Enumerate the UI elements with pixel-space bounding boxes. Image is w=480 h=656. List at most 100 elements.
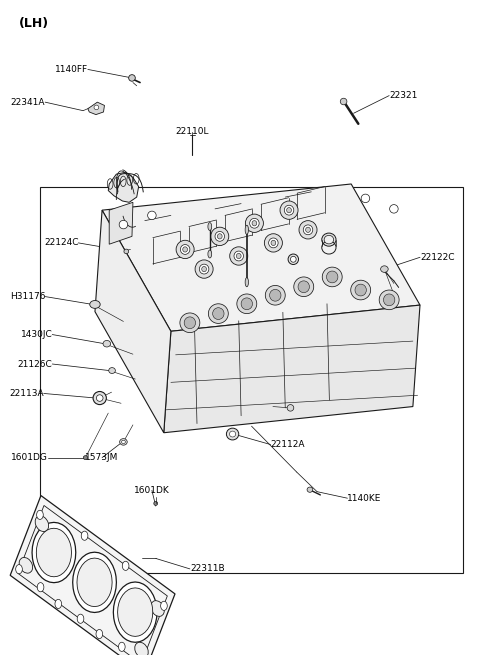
Ellipse shape bbox=[94, 105, 99, 110]
Text: (LH): (LH) bbox=[19, 17, 49, 30]
Ellipse shape bbox=[161, 602, 167, 610]
Polygon shape bbox=[108, 173, 139, 202]
Ellipse shape bbox=[151, 601, 164, 617]
Ellipse shape bbox=[284, 205, 294, 215]
Ellipse shape bbox=[230, 247, 248, 265]
Ellipse shape bbox=[103, 340, 110, 347]
Ellipse shape bbox=[129, 75, 135, 81]
Ellipse shape bbox=[322, 267, 342, 287]
Ellipse shape bbox=[109, 367, 115, 373]
Ellipse shape bbox=[237, 294, 257, 314]
Ellipse shape bbox=[307, 487, 313, 492]
Ellipse shape bbox=[19, 558, 33, 573]
Polygon shape bbox=[95, 210, 171, 433]
Text: 22311B: 22311B bbox=[190, 564, 225, 573]
Ellipse shape bbox=[36, 528, 72, 577]
Ellipse shape bbox=[287, 207, 291, 213]
Ellipse shape bbox=[287, 405, 294, 411]
Text: 22129: 22129 bbox=[276, 226, 304, 236]
Ellipse shape bbox=[208, 250, 212, 258]
Text: 21126C: 21126C bbox=[17, 359, 52, 369]
Text: 1573JM: 1573JM bbox=[85, 453, 119, 462]
Polygon shape bbox=[164, 305, 420, 433]
Ellipse shape bbox=[211, 227, 229, 245]
Ellipse shape bbox=[269, 238, 278, 248]
Ellipse shape bbox=[324, 236, 334, 244]
Text: 22112A: 22112A bbox=[271, 440, 305, 449]
Ellipse shape bbox=[236, 253, 241, 258]
Text: 1140KE: 1140KE bbox=[348, 494, 382, 502]
Ellipse shape bbox=[384, 294, 395, 306]
Ellipse shape bbox=[270, 289, 281, 301]
Ellipse shape bbox=[35, 516, 48, 531]
Ellipse shape bbox=[120, 439, 127, 445]
Ellipse shape bbox=[122, 562, 129, 571]
Text: 1601DK: 1601DK bbox=[134, 486, 170, 495]
Ellipse shape bbox=[96, 395, 103, 401]
Ellipse shape bbox=[81, 531, 88, 541]
Ellipse shape bbox=[245, 214, 264, 232]
Ellipse shape bbox=[154, 501, 157, 505]
Text: 22125C: 22125C bbox=[309, 403, 343, 413]
Ellipse shape bbox=[118, 588, 153, 636]
Text: H31176: H31176 bbox=[10, 292, 45, 301]
Ellipse shape bbox=[294, 277, 314, 297]
Ellipse shape bbox=[113, 582, 157, 642]
Text: 22321: 22321 bbox=[389, 91, 418, 100]
Text: 1430JC: 1430JC bbox=[21, 330, 52, 339]
Ellipse shape bbox=[55, 600, 61, 609]
Text: 22122C: 22122C bbox=[420, 253, 455, 262]
Ellipse shape bbox=[148, 211, 156, 220]
Ellipse shape bbox=[229, 431, 236, 437]
Ellipse shape bbox=[298, 281, 310, 293]
Ellipse shape bbox=[303, 225, 313, 235]
Ellipse shape bbox=[176, 240, 194, 258]
Ellipse shape bbox=[77, 558, 112, 607]
Ellipse shape bbox=[322, 233, 336, 246]
Ellipse shape bbox=[271, 240, 276, 245]
Ellipse shape bbox=[326, 271, 338, 283]
Ellipse shape bbox=[208, 304, 228, 323]
Ellipse shape bbox=[208, 222, 212, 230]
Polygon shape bbox=[109, 202, 133, 244]
Ellipse shape bbox=[37, 583, 44, 592]
Text: 1601DG: 1601DG bbox=[11, 453, 48, 462]
Ellipse shape bbox=[306, 227, 311, 232]
Polygon shape bbox=[88, 102, 105, 115]
Ellipse shape bbox=[32, 522, 76, 583]
Ellipse shape bbox=[245, 225, 249, 234]
Text: 22114D: 22114D bbox=[191, 206, 227, 215]
Ellipse shape bbox=[288, 254, 299, 264]
Text: 22110L: 22110L bbox=[176, 127, 209, 136]
Text: 11533: 11533 bbox=[232, 215, 261, 224]
Ellipse shape bbox=[215, 232, 225, 241]
Ellipse shape bbox=[213, 308, 224, 319]
Ellipse shape bbox=[96, 630, 103, 639]
Ellipse shape bbox=[180, 313, 200, 333]
Ellipse shape bbox=[355, 284, 366, 296]
Ellipse shape bbox=[361, 194, 370, 203]
Ellipse shape bbox=[227, 428, 239, 440]
Ellipse shape bbox=[390, 205, 398, 213]
Ellipse shape bbox=[73, 552, 116, 613]
Ellipse shape bbox=[265, 285, 285, 305]
Ellipse shape bbox=[90, 300, 100, 308]
Ellipse shape bbox=[184, 317, 195, 329]
Text: 1140FF: 1140FF bbox=[55, 65, 88, 74]
Ellipse shape bbox=[379, 290, 399, 310]
Text: 22341A: 22341A bbox=[11, 98, 45, 107]
Ellipse shape bbox=[245, 277, 249, 287]
Ellipse shape bbox=[135, 642, 148, 656]
Ellipse shape bbox=[93, 392, 107, 405]
Text: 22135: 22135 bbox=[309, 213, 337, 221]
Ellipse shape bbox=[121, 440, 125, 443]
Ellipse shape bbox=[183, 247, 188, 252]
Ellipse shape bbox=[234, 251, 243, 261]
Ellipse shape bbox=[180, 245, 190, 255]
Ellipse shape bbox=[241, 298, 252, 310]
Ellipse shape bbox=[290, 256, 296, 262]
Ellipse shape bbox=[195, 260, 213, 278]
Text: 22124C: 22124C bbox=[44, 238, 78, 247]
Ellipse shape bbox=[36, 510, 43, 520]
Ellipse shape bbox=[119, 642, 125, 651]
